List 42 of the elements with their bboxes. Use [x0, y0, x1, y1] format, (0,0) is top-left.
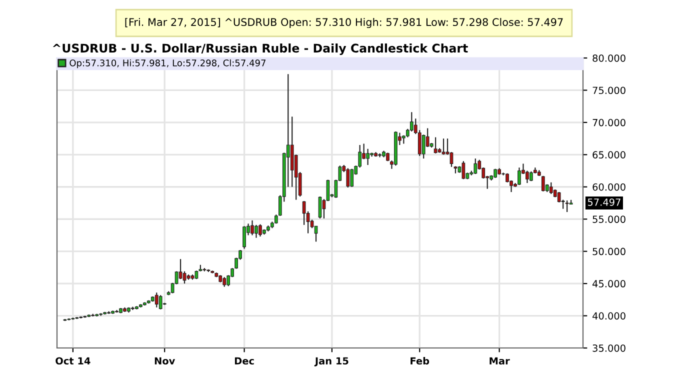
candlestick: [258, 224, 262, 238]
candlestick: [250, 220, 254, 236]
y-tick-label: 75.000: [592, 86, 626, 94]
y-tick-label: 40.000: [592, 312, 626, 320]
x-tick-label: Feb: [410, 357, 430, 365]
y-tick-label: 50.000: [592, 248, 626, 256]
candlestick: [565, 200, 569, 213]
candlestick: [222, 276, 226, 288]
candlestick: [350, 168, 354, 188]
candlestick: [366, 148, 370, 166]
candlestick: [178, 258, 182, 280]
candlestick: [254, 224, 258, 238]
y-tick-label: 65.000: [592, 151, 626, 158]
candlestick: [518, 167, 521, 186]
candlestick: [318, 196, 322, 220]
candlestick: [434, 136, 438, 154]
text: [Fri. Mar 27, 2015] ^USDRUB Open: 57.310 High: 57.981 Low: 57.298 Close: 57.497: [125, 18, 563, 28]
legend-label: Op:57.310, Hi:57.981, Lo:57.298, Cl:57.497: [70, 59, 266, 68]
x-tick-label: Dec: [234, 357, 254, 365]
candlestick: [346, 168, 350, 188]
y-tick-label: 45.000: [592, 280, 626, 288]
candlestick: [442, 138, 446, 156]
y-tick-label: 70.000: [592, 118, 626, 126]
candlestick: [549, 182, 553, 195]
candlestick: [410, 112, 414, 132]
y-tick-label: 80.000: [592, 54, 626, 62]
y-tick-label: 60.000: [592, 183, 626, 191]
x-tick-label: Jan 15: [314, 357, 348, 366]
candlestick: [474, 158, 478, 175]
candlestick: [242, 226, 246, 250]
y-tick-label: 35.000: [592, 344, 626, 352]
chart-title: ^USDRUB - U.S. Dollar/Russian Ruble - Daily Candlestick Chart: [52, 43, 468, 55]
candlestick: [462, 160, 466, 180]
x-tick-label: Oct 14: [56, 357, 90, 365]
y-tick-label: 55.000: [592, 216, 626, 223]
candlestick: [450, 152, 454, 168]
x-tick-label: Nov: [154, 357, 176, 365]
x-tick-label: Mar: [490, 357, 510, 365]
candlestick: [158, 294, 162, 310]
candlestick: [541, 175, 545, 192]
text: 57.497: [588, 198, 620, 206]
candlestick: [154, 292, 158, 308]
